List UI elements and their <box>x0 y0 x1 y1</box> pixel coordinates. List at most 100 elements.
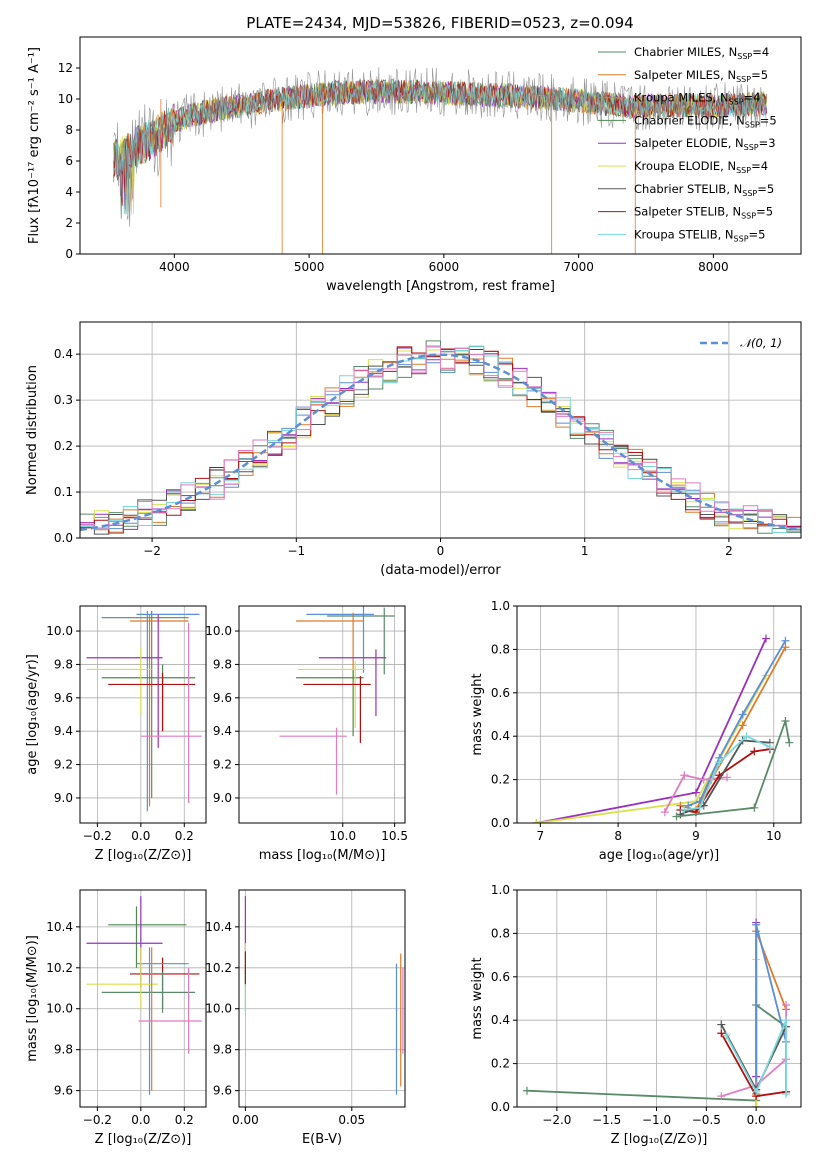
legend-sub: SSP <box>741 212 756 221</box>
x-tick-label: 10.5 <box>381 829 408 843</box>
x-axis-label: age [log₁₀(age/yr)] <box>599 848 720 863</box>
y-tick-label: 4 <box>65 185 73 199</box>
axes-frame <box>516 889 802 1108</box>
x-tick-label: −2.0 <box>542 1113 571 1127</box>
x-tick-label: 10.0 <box>329 829 356 843</box>
y-tick-label: 0.8 <box>491 642 510 656</box>
y-tick-label: 0.2 <box>491 1057 510 1071</box>
legend-label: Chabrier STELIB, NSSP=5 <box>634 182 774 198</box>
legend-label: Kroupa MILES, NSSP=4 <box>634 91 760 107</box>
legend-sub: SSP <box>736 166 751 175</box>
y-tick-label: 9.4 <box>54 724 73 738</box>
axes-frame <box>79 36 802 255</box>
data-point-marker <box>782 1016 791 1025</box>
y-tick-label: 10 <box>58 92 73 106</box>
y-tick-label: 0.6 <box>491 970 510 984</box>
error-point <box>296 669 364 737</box>
x-tick-label: 5000 <box>294 260 325 274</box>
y-tick-label: 2 <box>65 216 73 230</box>
error-point <box>296 612 364 680</box>
error-point <box>129 614 189 807</box>
x-axis-label: Z [log₁₀(Z/Z⊙)] <box>95 1132 192 1147</box>
x-tick-label: 6000 <box>429 260 460 274</box>
y-tick-label: 9.8 <box>54 1043 73 1057</box>
data-point-marker <box>761 634 770 643</box>
x-axis-label: Z [log₁₀(Z/Z⊙)] <box>95 848 192 863</box>
y-tick-label: 9.0 <box>54 791 73 805</box>
mass-weight-line <box>755 930 787 1094</box>
y-tick-label: 1.0 <box>491 599 510 613</box>
legend-n: =5 <box>749 227 766 241</box>
error-point <box>138 967 202 1054</box>
data-point-marker <box>782 1089 791 1098</box>
y-tick-label: 9.4 <box>213 724 232 738</box>
data-point-marker <box>752 920 761 929</box>
data-point-marker <box>738 710 747 719</box>
data-point-marker <box>752 1087 761 1096</box>
y-axis-label: Normed distribution <box>25 365 40 495</box>
y-tick-label: 10.4 <box>46 920 73 934</box>
x-tick-label: 7 <box>537 829 545 843</box>
data-point-marker <box>691 788 700 797</box>
error-point <box>140 622 202 803</box>
chart-title: PLATE=2434, MJD=53826, FIBERID=0523, z=0… <box>246 14 633 32</box>
x-tick-label: −1 <box>287 544 305 558</box>
legend: 𝒩(0, 1) <box>700 336 782 350</box>
x-tick-label: 4000 <box>159 260 190 274</box>
data-point-marker <box>738 721 747 730</box>
mass-weight-line <box>676 717 791 818</box>
y-tick-label: 10.0 <box>46 1002 73 1016</box>
data-point-marker <box>742 732 751 741</box>
y-axis-label: mass weight <box>470 673 485 755</box>
error-point <box>108 906 187 968</box>
y-tick-label: 0.4 <box>54 347 73 361</box>
y-tick-label: 9.0 <box>213 791 232 805</box>
y-axis-label: mass weight <box>470 957 485 1039</box>
error-point <box>279 727 347 795</box>
y-tick-label: 0.8 <box>491 926 510 940</box>
data-point-marker <box>785 738 794 747</box>
panel-5: 7 8 9 10 0.0 0.2 0.4 0.6 0.8 1.0 age [log₁₀(age/yr… <box>470 599 802 863</box>
y-tick-label: 0.2 <box>54 439 73 453</box>
axes-frame <box>79 605 207 824</box>
legend-sub: SSP <box>745 120 760 129</box>
x-tick-label: 0.0 <box>131 1113 150 1127</box>
x-tick-label: 8000 <box>698 260 729 274</box>
data-point-marker <box>722 1031 731 1040</box>
mass-weight-line <box>536 638 767 823</box>
legend-label: Kroupa ELODIE, NSSP=4 <box>634 159 768 175</box>
y-tick-label: 9.6 <box>54 691 73 705</box>
error-point <box>86 647 152 715</box>
data-point-marker <box>782 1001 791 1010</box>
x-tick-label: 8 <box>614 829 622 843</box>
axes-frame <box>79 321 802 539</box>
x-axis-label: E(B-V) <box>302 1132 342 1147</box>
legend-n: =4 <box>751 159 768 173</box>
legend-label: Salpeter STELIB, NSSP=5 <box>634 205 773 221</box>
data-point-marker <box>723 773 732 782</box>
plot-area <box>86 611 202 812</box>
mass-weight-line <box>725 1019 787 1094</box>
x-tick-label: −0.2 <box>83 1113 112 1127</box>
y-tick-label: 9.6 <box>54 1084 73 1098</box>
y-tick-label: 10.0 <box>205 1002 232 1016</box>
spectrum-line <box>113 67 767 227</box>
plot-area <box>244 896 404 1095</box>
legend-label: Chabrier ELODIE, NSSP=5 <box>634 113 777 129</box>
gaussian-curve <box>80 353 801 532</box>
legend-n: =5 <box>757 182 774 196</box>
x-axis-label: mass [log₁₀(M/M⊙)] <box>259 848 386 863</box>
data-point-marker <box>699 775 708 784</box>
legend-sub: SSP <box>737 52 752 61</box>
y-tick-label: 9.6 <box>213 691 232 705</box>
x-tick-label: 0.2 <box>175 1113 194 1127</box>
y-tick-label: 10.2 <box>205 961 232 975</box>
data-point-marker <box>752 1103 761 1107</box>
x-tick-label: −1.0 <box>642 1113 671 1127</box>
mass-weight-line <box>720 1024 787 1092</box>
y-tick-label: 1.0 <box>491 883 510 897</box>
error-point <box>318 649 387 717</box>
plot-area <box>279 606 395 795</box>
axes-frame <box>238 605 406 824</box>
x-tick-label: 0 <box>437 544 445 558</box>
